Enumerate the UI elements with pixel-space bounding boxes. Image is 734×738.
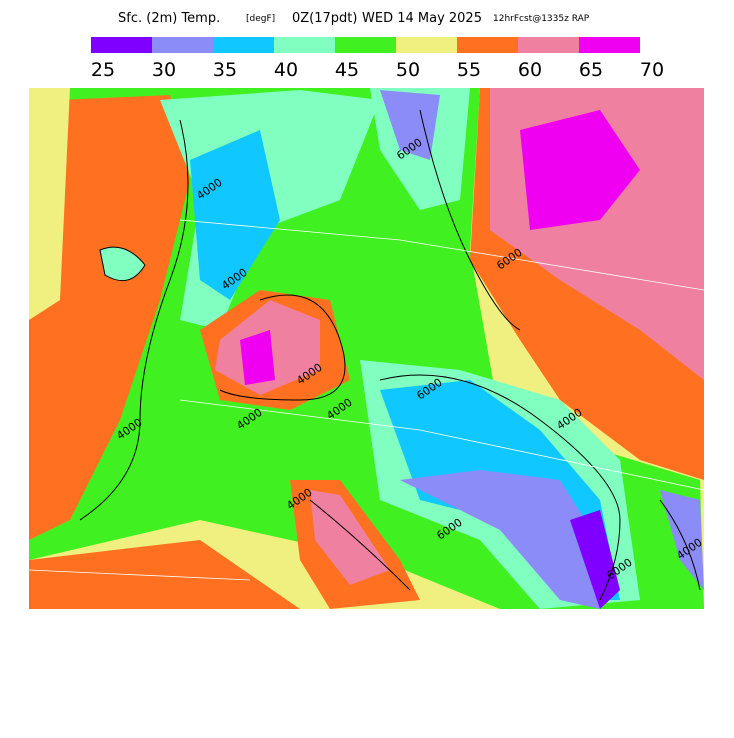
temp-region [520,110,640,230]
colorbar-label: 35 [213,59,237,81]
temp-region [29,88,70,320]
title-field: Sfc. (2m) Temp. [118,11,220,26]
temp-region [190,130,280,300]
colorbar-label: 45 [335,59,359,81]
colorbar-swatch [457,37,518,53]
title-run: 12hrFcst@1335z RAP [493,14,590,24]
colorbar-swatch [152,37,213,53]
temp-region [240,330,275,385]
colorbar: 25 30 35 40 45 50 55 60 65 70 [91,37,664,81]
title-units: [degF] [246,14,275,24]
colorbar-label: 70 [640,59,664,81]
temp-region [310,490,390,585]
title-date: WED 14 May 2025 [362,11,482,26]
temp-region [660,490,704,590]
colorbar-swatch [396,37,457,53]
colorbar-swatch [518,37,579,53]
colorbar-label: 60 [518,59,542,81]
title-valid: 0Z(17pdt) [292,11,357,26]
temp-region [380,90,440,160]
temp-region [400,470,610,609]
colorbar-label: 50 [396,59,420,81]
colorbar-swatch [274,37,335,53]
colorbar-label: 55 [457,59,481,81]
contours [79,109,701,601]
colorbar-label: 30 [152,59,176,81]
temp-region [29,540,300,609]
title: Sfc. (2m) Temp. [degF] 0Z(17pdt) WED 14 … [118,11,590,26]
colorbar-label: 40 [274,59,298,81]
colorbar-swatch [91,37,152,53]
colorbar-swatch [213,37,274,53]
colorbar-swatch [335,37,396,53]
temp-region [29,95,190,540]
colorbar-label: 25 [91,59,115,81]
temp-region [99,246,146,282]
borders [29,219,704,581]
colorbar-swatch [579,37,640,53]
colorbar-label: 65 [579,59,603,81]
